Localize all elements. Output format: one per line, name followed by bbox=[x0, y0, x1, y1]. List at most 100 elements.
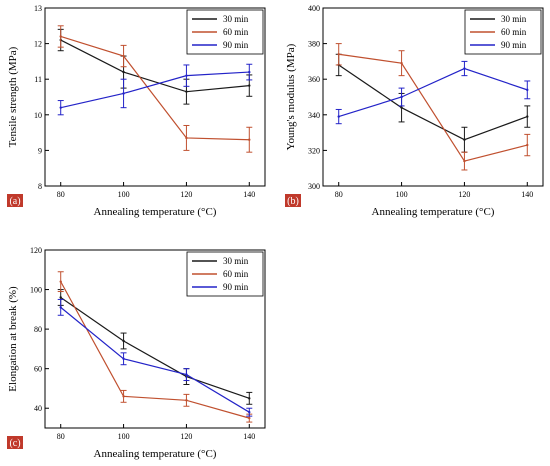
x-tick-label: 80 bbox=[57, 190, 65, 199]
data-point bbox=[59, 296, 62, 299]
data-point bbox=[185, 90, 188, 93]
legend-label: 30 min bbox=[223, 14, 249, 24]
y-tick-label: 12 bbox=[34, 40, 42, 49]
y-tick-label: 11 bbox=[34, 75, 42, 84]
y-tick-label: 400 bbox=[308, 4, 320, 13]
data-point bbox=[122, 92, 125, 95]
data-point bbox=[59, 280, 62, 283]
legend-label: 30 min bbox=[501, 14, 527, 24]
y-axis-label: Tensile strength (MPa) bbox=[7, 46, 19, 147]
data-point bbox=[59, 35, 62, 38]
data-point bbox=[248, 84, 251, 87]
data-point bbox=[337, 115, 340, 118]
plot-frame bbox=[44, 249, 266, 429]
legend-label: 90 min bbox=[223, 40, 249, 50]
panel-label-badge bbox=[7, 194, 23, 207]
y-tick-label: 13 bbox=[34, 4, 42, 13]
y-tick-label: 360 bbox=[308, 75, 320, 84]
panel-label: (b) bbox=[287, 196, 299, 207]
y-tick-label: 120 bbox=[30, 246, 42, 255]
y-tick-label: 300 bbox=[308, 182, 320, 191]
x-tick-label: 140 bbox=[243, 432, 255, 441]
data-point bbox=[337, 53, 340, 56]
x-tick-label: 140 bbox=[243, 190, 255, 199]
series-line bbox=[60, 71, 250, 109]
y-tick-label: 380 bbox=[308, 40, 320, 49]
data-point bbox=[59, 306, 62, 309]
panel-label: (c) bbox=[9, 438, 20, 449]
series-line bbox=[60, 35, 250, 141]
legend-label: 90 min bbox=[223, 282, 249, 292]
series-line bbox=[338, 64, 528, 141]
y-tick-label: 60 bbox=[34, 365, 42, 374]
data-point bbox=[526, 115, 529, 118]
y-tick-label: 9 bbox=[38, 146, 42, 155]
data-point bbox=[463, 159, 466, 163]
x-tick-label: 80 bbox=[335, 190, 343, 199]
panel-label: (a) bbox=[9, 196, 20, 207]
data-point bbox=[122, 339, 125, 343]
y-tick-label: 80 bbox=[34, 325, 42, 334]
panel-label-badge bbox=[7, 436, 23, 449]
elongation-at-break-chart: 80 100 120 140 40 60 80 100 120 Annealing tempera… bbox=[7, 246, 266, 460]
data-point bbox=[248, 416, 251, 420]
y-tick-label: 40 bbox=[34, 404, 42, 413]
plot-frame bbox=[322, 7, 544, 187]
data-point bbox=[185, 74, 188, 77]
data-point bbox=[526, 88, 529, 92]
x-tick-label: 120 bbox=[458, 190, 470, 199]
y-tick-label: 340 bbox=[308, 111, 320, 120]
data-point bbox=[185, 136, 188, 140]
series-line bbox=[338, 67, 528, 118]
data-point bbox=[400, 95, 403, 99]
x-axis-label: Annealing temperature (°C) bbox=[94, 206, 217, 218]
series-line bbox=[60, 39, 250, 93]
legend-label: 90 min bbox=[501, 40, 527, 50]
x-tick-label: 100 bbox=[118, 432, 130, 441]
tensile-strength-chart: 80 100 120 140 8 9 10 11 12 13 Annealing temperatu… bbox=[7, 4, 266, 218]
series-line bbox=[60, 281, 250, 419]
x-tick-label: 80 bbox=[57, 432, 65, 441]
data-point bbox=[122, 357, 125, 360]
legend-label: 30 min bbox=[223, 256, 249, 266]
y-tick-label: 100 bbox=[30, 286, 42, 295]
data-point bbox=[185, 399, 188, 402]
data-point bbox=[248, 397, 251, 400]
x-axis-label: Annealing temperature (°C) bbox=[94, 448, 217, 460]
series-line bbox=[60, 306, 250, 413]
plot-frame bbox=[44, 7, 266, 187]
legend-label: 60 min bbox=[223, 27, 249, 37]
y-tick-label: 320 bbox=[308, 146, 320, 155]
legend-box bbox=[186, 251, 264, 297]
x-axis-label: Annealing temperature (°C) bbox=[372, 206, 495, 218]
data-point bbox=[463, 138, 466, 141]
y-tick-label: 10 bbox=[34, 111, 42, 120]
x-tick-label: 120 bbox=[180, 190, 192, 199]
data-point bbox=[463, 67, 466, 70]
data-point bbox=[400, 61, 403, 65]
data-point bbox=[122, 70, 125, 74]
youngs-modulus-chart: 80 100 120 140 300 320 340 360 380 400 Annealing t… bbox=[285, 4, 544, 218]
x-tick-label: 120 bbox=[180, 432, 192, 441]
data-point bbox=[400, 106, 403, 109]
data-point bbox=[248, 410, 251, 414]
data-point bbox=[248, 138, 251, 141]
series-line bbox=[338, 53, 528, 162]
data-point bbox=[122, 395, 125, 398]
x-tick-label: 140 bbox=[521, 190, 533, 199]
data-point bbox=[185, 373, 188, 376]
data-point bbox=[526, 143, 529, 147]
y-axis-label: Elongation at break (%) bbox=[7, 286, 19, 392]
legend-label: 60 min bbox=[501, 27, 527, 37]
series-line bbox=[60, 296, 250, 399]
y-tick-label: 8 bbox=[38, 182, 42, 191]
data-point bbox=[248, 70, 251, 74]
x-tick-label: 100 bbox=[118, 190, 130, 199]
y-axis-label: Young's modulus (MPa) bbox=[285, 43, 297, 150]
x-tick-label: 100 bbox=[396, 190, 408, 199]
data-point bbox=[59, 106, 62, 109]
panel-label-badge bbox=[285, 194, 301, 207]
data-point bbox=[122, 54, 125, 58]
legend-label: 60 min bbox=[223, 269, 249, 279]
